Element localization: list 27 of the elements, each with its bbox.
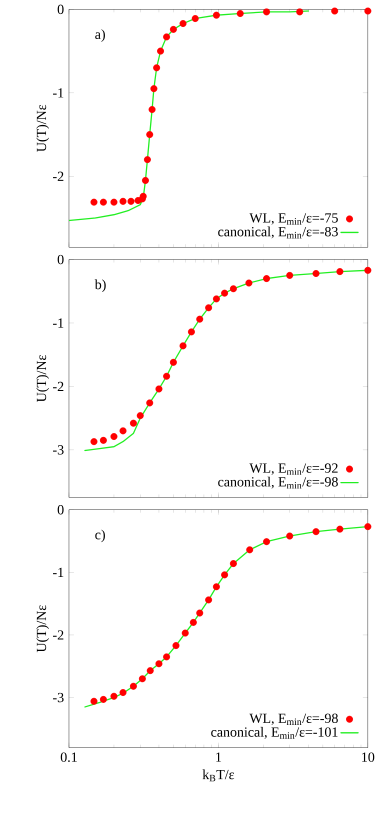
legend-label: canonical, E$_{min}$/ε=-101	[211, 726, 338, 739]
y-axis-title: U(T)/Nε	[36, 104, 50, 152]
annotation: a)	[95, 29, 106, 42]
legend-label: WL, E$_{min}$/ε=-75	[249, 213, 338, 225]
x-tick-label: 10	[362, 752, 374, 762]
y-tick-label: 0	[58, 4, 64, 14]
y-tick-label: -3	[53, 445, 64, 455]
y-tick-label: -1	[53, 318, 64, 328]
y-tick-label: -2	[53, 630, 64, 640]
legend-label: WL, E$_{min}$/ε=-98	[249, 714, 338, 725]
x-axis-title: k$_{B}$T/ε	[202, 769, 234, 782]
x-tick-label: 1	[216, 752, 222, 762]
annotation: b)	[94, 279, 106, 292]
y-tick-label: 0	[58, 505, 64, 514]
legend-label: WL, E$_{min}$/ε=-92	[249, 463, 338, 475]
legend-label: canonical, E$_{min}$/ε=-83	[218, 226, 338, 238]
legend-label: canonical, E$_{min}$/ε=-98	[218, 476, 338, 489]
y-tick-label: -2	[53, 172, 64, 181]
y-axis-title: U(T)/Nε	[36, 355, 50, 402]
y-tick-label: -3	[53, 692, 64, 702]
y-tick-label: 0	[58, 254, 64, 264]
y-tick-label: -2	[53, 382, 64, 392]
y-tick-label: -1	[53, 568, 64, 577]
x-tick-label: 0.1	[60, 752, 77, 762]
y-tick-label: -1	[53, 88, 64, 98]
annotation: c)	[95, 530, 106, 542]
y-axis-title: U(T)/Nε	[36, 605, 50, 652]
